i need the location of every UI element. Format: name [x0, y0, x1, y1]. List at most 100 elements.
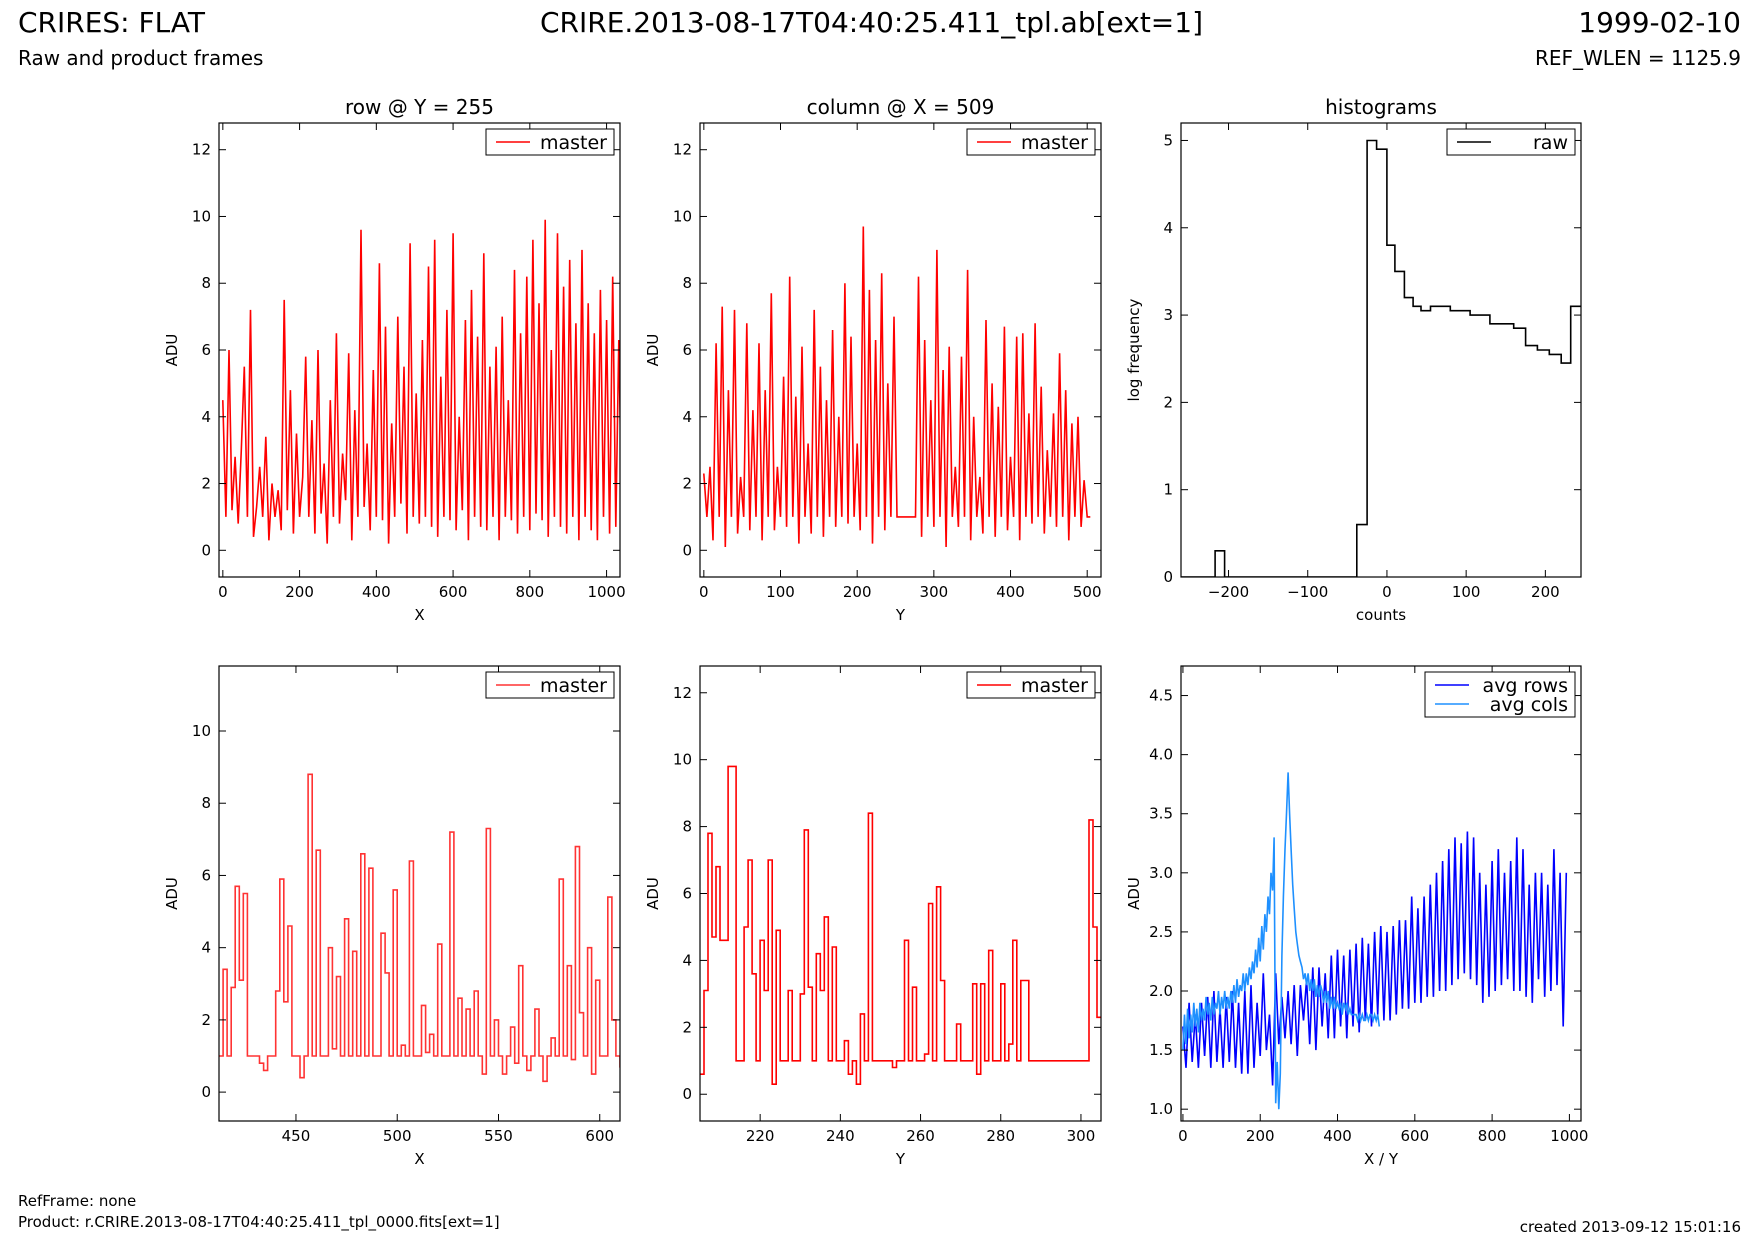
x-tick-label: 800: [516, 583, 545, 601]
y-tick-label: 0: [201, 1083, 211, 1101]
series-avg-rows-line: [1182, 831, 1568, 1086]
x-tick-label: 220: [746, 1127, 775, 1145]
chart-column-zoom: 220 240 260 280 300 0 2 4 6 8 10 12 Y ADU master: [644, 665, 1102, 1168]
legend-label: avg rows: [1483, 675, 1568, 697]
y-tick-label: 8: [201, 274, 211, 292]
y-tick-label: 6: [682, 341, 692, 359]
y-tick-label: 8: [201, 794, 211, 812]
legend-label: raw: [1533, 132, 1568, 154]
report-title: CRIRES: FLAT: [18, 6, 205, 39]
x-tick-label: 260: [906, 1127, 935, 1145]
x-axis-label: Y: [895, 606, 906, 624]
x-tick-label: 280: [986, 1127, 1015, 1145]
y-tick-label: 4.0: [1149, 746, 1173, 764]
x-axis-label: X: [414, 1150, 424, 1168]
legend-label: master: [540, 132, 607, 154]
y-tick-label: 12: [673, 684, 692, 702]
y-tick-label: 3: [1163, 306, 1173, 324]
y-axis-label: ADU: [644, 334, 662, 367]
plot-frame: [699, 122, 1102, 578]
x-axis-label: X: [414, 606, 424, 624]
y-axis-label: ADU: [1125, 877, 1143, 910]
y-tick-label: 6: [201, 341, 211, 359]
y-tick-label: 0: [682, 541, 692, 559]
x-tick-label: −200: [1208, 583, 1249, 601]
x-tick-label: 500: [383, 1127, 412, 1145]
frame-title: CRIRE.2013-08-17T04:40:25.411_tpl.ab[ext…: [540, 6, 1204, 39]
y-tick-label: 10: [192, 722, 211, 740]
x-tick-label: 400: [1323, 1127, 1352, 1145]
x-tick-label: 200: [1246, 1127, 1275, 1145]
chart-averages: 0 200 400 600 800 1000 1.0 1.5 2.0 2.5 3.0 3.5 4.0 4.…: [1125, 665, 1588, 1168]
x-tick-label: 550: [484, 1127, 513, 1145]
y-axis-label: ADU: [163, 334, 181, 367]
legend-label: master: [1021, 132, 1088, 154]
y-tick-label: 8: [682, 818, 692, 836]
x-tick-label: 300: [1067, 1127, 1096, 1145]
y-tick-label: 6: [201, 866, 211, 884]
x-axis-label: counts: [1356, 606, 1406, 624]
series-avg-cols-line: [1182, 772, 1381, 1110]
x-axis-label: X / Y: [1364, 1150, 1399, 1168]
x-tick-label: 600: [439, 583, 468, 601]
series-raw-line: [1181, 139, 1581, 577]
x-axis-label: Y: [895, 1150, 906, 1168]
x-tick-label: 450: [282, 1127, 311, 1145]
y-tick-label: 10: [673, 751, 692, 769]
y-tick-label: 10: [673, 207, 692, 225]
legend-box: [1424, 671, 1576, 718]
footer-created: created 2013-09-12 15:01:16: [1519, 1218, 1741, 1236]
y-tick-label: 0: [201, 541, 211, 559]
y-tick-label: 4: [682, 408, 692, 426]
x-tick-label: 0: [1382, 583, 1392, 601]
x-tick-label: 600: [1400, 1127, 1429, 1145]
y-tick-label: 12: [673, 141, 692, 159]
x-tick-label: 200: [1531, 583, 1560, 601]
series-master-line: [700, 765, 1101, 1085]
x-tick-label: 200: [285, 583, 314, 601]
x-tick-label: 800: [1478, 1127, 1507, 1145]
plot-frame: [218, 665, 621, 1122]
y-tick-label: 12: [192, 141, 211, 159]
y-tick-label: 4: [201, 408, 211, 426]
x-tick-label: 0: [1178, 1127, 1188, 1145]
y-tick-label: 0: [682, 1085, 692, 1103]
ref-wlen: REF_WLEN = 1125.9: [1534, 46, 1741, 70]
x-tick-label: 1000: [587, 583, 625, 601]
footer-product: Product: r.CRIRE.2013-08-17T04:40:25.411…: [18, 1213, 500, 1231]
y-tick-label: 8: [682, 274, 692, 292]
series-master-line: [703, 226, 1091, 548]
x-tick-label: 400: [996, 583, 1025, 601]
x-tick-label: 240: [826, 1127, 855, 1145]
x-tick-label: 1000: [1550, 1127, 1588, 1145]
x-tick-label: −100: [1287, 583, 1328, 601]
chart-title: histograms: [1325, 95, 1437, 119]
legend-label: avg cols: [1490, 694, 1568, 716]
y-tick-label: 3.0: [1149, 864, 1173, 882]
legend-label: master: [540, 675, 607, 697]
series-master-line: [219, 773, 620, 1083]
footer-refframe: RefFrame: none: [18, 1192, 137, 1210]
chart-title: column @ X = 509: [807, 95, 995, 119]
plot-frame: [1180, 122, 1582, 578]
y-tick-label: 2.5: [1149, 923, 1173, 941]
y-tick-label: 4: [201, 939, 211, 957]
y-tick-label: 1.5: [1149, 1041, 1173, 1059]
x-tick-label: 500: [1073, 583, 1102, 601]
y-tick-label: 1: [1163, 481, 1173, 499]
x-tick-label: 400: [362, 583, 391, 601]
report-subtitle: Raw and product frames: [18, 46, 264, 70]
plot-frame: [1180, 665, 1582, 1122]
y-tick-label: 2: [682, 1018, 692, 1036]
y-tick-label: 4: [682, 951, 692, 969]
y-tick-label: 4.5: [1149, 687, 1173, 705]
y-axis-label: ADU: [163, 877, 181, 910]
y-tick-label: 3.5: [1149, 805, 1173, 823]
y-tick-label: 6: [682, 885, 692, 903]
chart-column: 0 100 200 300 400 500 0 2 4 6 8 10 12 column @ X = 50…: [644, 95, 1102, 624]
series-master-line: [222, 219, 620, 544]
y-tick-label: 4: [1163, 219, 1173, 237]
report-date: 1999-02-10: [1578, 6, 1741, 39]
y-tick-label: 5: [1163, 131, 1173, 149]
